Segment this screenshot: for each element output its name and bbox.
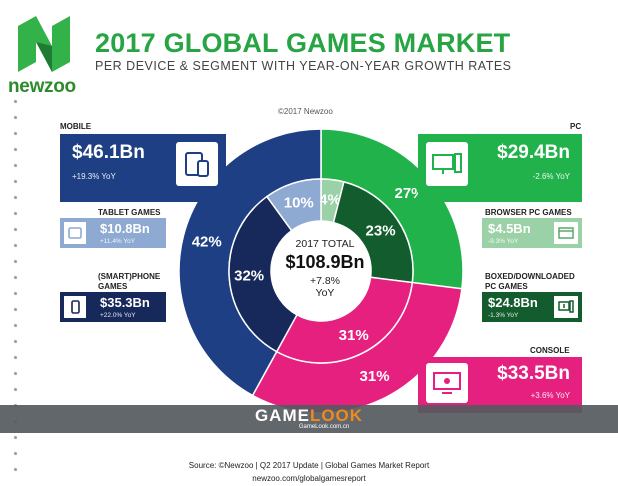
phone-icon bbox=[64, 296, 86, 318]
total-growth-unit: YoY bbox=[315, 287, 335, 299]
browser-icon bbox=[554, 222, 578, 244]
watermark-banner bbox=[0, 405, 618, 433]
boxed-card: $24.8Bn -1.3% YoY bbox=[482, 292, 582, 322]
inner-label-console: 31% bbox=[339, 327, 369, 344]
pc-yoy: -2.6% YoY bbox=[532, 172, 570, 181]
center-total: 2017 TOTAL $108.9Bn +7.8% YoY bbox=[270, 238, 380, 299]
tablet-yoy: +11.4% YoY bbox=[100, 238, 136, 245]
smartphone-card: $35.3Bn +22.0% YoY bbox=[60, 292, 166, 322]
boxed-label: BOXED/DOWNLOADED PC GAMES bbox=[485, 272, 575, 291]
mobile-value: $46.1Bn bbox=[72, 142, 145, 163]
smartphone-value: $35.3Bn bbox=[100, 295, 150, 310]
boxed-value: $24.8Bn bbox=[488, 295, 538, 310]
source-url: newzoo.com/globalgamesreport bbox=[252, 474, 366, 483]
browser-value: $4.5Bn bbox=[488, 221, 531, 236]
console-yoy: +3.6% YoY bbox=[530, 391, 570, 400]
outer-label-mobile: 42% bbox=[192, 234, 222, 251]
watermark-suffix: LOOK bbox=[309, 406, 364, 425]
pc-card: $29.4Bn -2.6% YoY bbox=[418, 134, 582, 202]
page-subtitle: PER DEVICE & SEGMENT WITH YEAR-ON-YEAR G… bbox=[95, 59, 512, 73]
newzoo-logo-icon bbox=[18, 16, 70, 72]
inner-label-tablet-games: 10% bbox=[284, 195, 314, 212]
inner-label--smart-phone-games: 32% bbox=[234, 268, 264, 285]
tablet-label: TABLET GAMES bbox=[98, 208, 161, 217]
console-card: $33.5Bn +3.6% YoY bbox=[418, 357, 582, 413]
tablet-value: $10.8Bn bbox=[100, 221, 150, 236]
desktop-pc-icon bbox=[426, 142, 468, 186]
watermark-logo: GAMELOOK bbox=[0, 406, 618, 426]
center-disc bbox=[271, 221, 371, 321]
browser-card: $4.5Bn -9.3% YoY bbox=[482, 218, 582, 248]
decorative-dots bbox=[14, 100, 20, 484]
mobile-yoy: +19.3% YoY bbox=[72, 172, 116, 181]
boxed-yoy: -1.3% YoY bbox=[488, 312, 519, 319]
smartphone-yoy: +22.0% YoY bbox=[100, 312, 136, 319]
tablet-phone-icon bbox=[176, 142, 218, 186]
page-title: 2017 GLOBAL GAMES MARKET bbox=[95, 28, 511, 58]
brand-name: newzoo bbox=[8, 76, 76, 97]
inner-label-boxed-downloaded-pc-games: 23% bbox=[366, 223, 396, 240]
mobile-card: $46.1Bn +19.3% YoY bbox=[60, 134, 226, 202]
mobile-label: MOBILE bbox=[60, 122, 92, 131]
total-label: 2017 TOTAL bbox=[295, 238, 355, 250]
console-label: CONSOLE bbox=[530, 346, 570, 355]
pc-label: PC bbox=[570, 122, 582, 131]
tablet-card: $10.8Bn +11.4% YoY bbox=[60, 218, 166, 248]
pc-value: $29.4Bn bbox=[497, 142, 570, 163]
inner-label-browser-pc-games: 4% bbox=[319, 192, 341, 209]
tv-gamepad-icon bbox=[426, 363, 468, 403]
console-value: $33.5Bn bbox=[497, 363, 570, 384]
download-pc-icon bbox=[554, 296, 578, 318]
watermark-prefix: GAME bbox=[254, 406, 310, 425]
source-note: Source: ©Newzoo | Q2 2017 Update | Globa… bbox=[188, 461, 430, 470]
outer-label-pc: 27% bbox=[394, 185, 424, 202]
tablet-icon bbox=[64, 222, 86, 244]
watermark-sub: GameLook.com.cn bbox=[298, 424, 350, 430]
copyright-note: ©2017 Newzoo bbox=[278, 107, 333, 116]
smartphone-label: (SMART)PHONE GAMES bbox=[98, 272, 161, 291]
total-value: $108.9Bn bbox=[285, 252, 365, 272]
total-growth: +7.8% bbox=[309, 275, 341, 287]
outer-label-console: 31% bbox=[360, 368, 390, 385]
browser-label: BROWSER PC GAMES bbox=[485, 208, 572, 217]
browser-yoy: -9.3% YoY bbox=[488, 238, 519, 245]
